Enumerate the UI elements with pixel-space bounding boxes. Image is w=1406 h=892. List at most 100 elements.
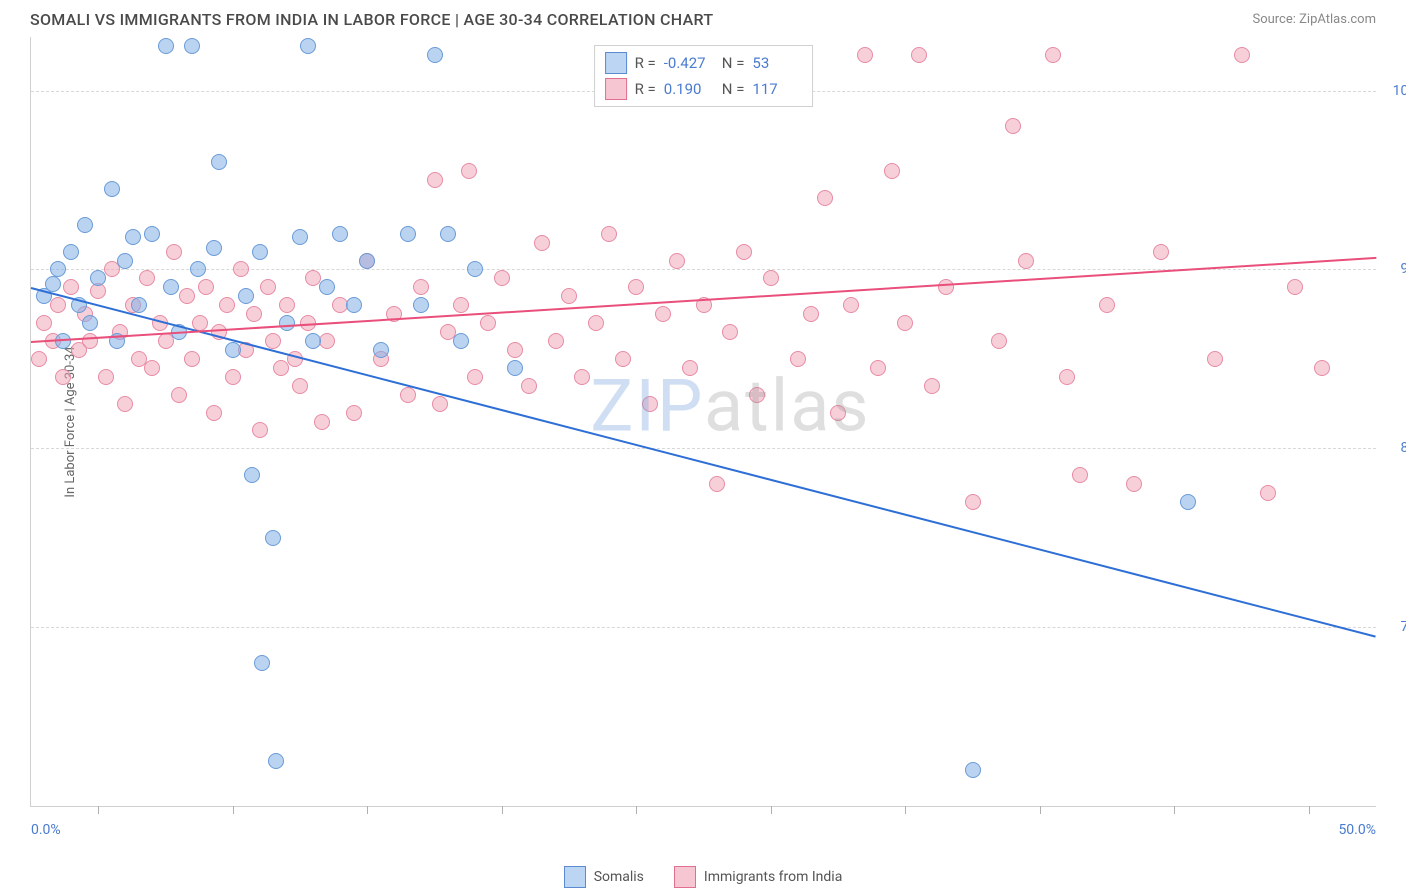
stat-n-somalis: 53	[752, 54, 802, 72]
scatter-point-somalis	[332, 226, 348, 242]
xtick	[502, 806, 503, 814]
chart-area: In Labor Force | Age 30-34 100.0%90.0%80…	[30, 37, 1376, 807]
scatter-point-india	[548, 333, 564, 349]
stat-r-somalis: -0.427	[664, 54, 714, 72]
scatter-point-india	[1018, 253, 1034, 269]
scatter-point-india	[1072, 467, 1088, 483]
scatter-point-india	[601, 226, 617, 242]
stat-r-india: 0.190	[664, 80, 714, 98]
scatter-point-india	[292, 378, 308, 394]
trend-line-somalis	[31, 287, 1376, 638]
scatter-point-india	[911, 47, 927, 63]
scatter-point-india	[480, 315, 496, 331]
xtick	[636, 806, 637, 814]
scatter-point-india	[1045, 47, 1061, 63]
legend-item-somalis: Somalis	[564, 866, 644, 888]
xtick	[1174, 806, 1175, 814]
scatter-point-india	[198, 279, 214, 295]
scatter-point-india	[1234, 47, 1250, 63]
scatter-point-india	[830, 405, 846, 421]
xtick	[1309, 806, 1310, 814]
scatter-point-india	[246, 306, 262, 322]
scatter-point-india	[453, 297, 469, 313]
scatter-point-somalis	[82, 315, 98, 331]
xtick	[1040, 806, 1041, 814]
scatter-point-somalis	[254, 655, 270, 671]
legend-swatch-somalis	[564, 866, 586, 888]
scatter-point-india	[709, 476, 725, 492]
stat-label-n: N =	[722, 54, 745, 72]
scatter-point-india	[1126, 476, 1142, 492]
scatter-point-somalis	[265, 530, 281, 546]
scatter-point-india	[427, 172, 443, 188]
scatter-point-india	[225, 369, 241, 385]
scatter-point-india	[432, 396, 448, 412]
scatter-point-india	[790, 351, 806, 367]
scatter-point-india	[736, 244, 752, 260]
scatter-point-india	[461, 163, 477, 179]
scatter-point-somalis	[244, 467, 260, 483]
stat-label-r: R =	[635, 80, 656, 98]
scatter-point-india	[1314, 360, 1330, 376]
scatter-point-somalis	[346, 297, 362, 313]
legend-swatch-india	[674, 866, 696, 888]
legend: Somalis Immigrants from India	[0, 866, 1406, 888]
stat-label-r: R =	[635, 54, 656, 72]
xtick	[233, 806, 234, 814]
scatter-point-somalis	[268, 753, 284, 769]
scatter-point-india	[55, 369, 71, 385]
xtick	[905, 806, 906, 814]
scatter-point-somalis	[184, 38, 200, 54]
scatter-point-india	[279, 297, 295, 313]
scatter-point-india	[1260, 485, 1276, 501]
scatter-point-somalis	[292, 229, 308, 245]
scatter-point-somalis	[125, 229, 141, 245]
plot-region: 100.0%90.0%80.0%70.0%0.0%50.0%	[31, 37, 1376, 806]
scatter-point-india	[184, 351, 200, 367]
xtick	[98, 806, 99, 814]
scatter-point-india	[400, 387, 416, 403]
scatter-point-india	[206, 405, 222, 421]
scatter-point-india	[82, 333, 98, 349]
ytick-label: 80.0%	[1400, 440, 1406, 456]
scatter-point-india	[31, 351, 47, 367]
scatter-point-somalis	[50, 261, 66, 277]
chart-title: SOMALI VS IMMIGRANTS FROM INDIA IN LABOR…	[30, 10, 713, 29]
legend-label-india: Immigrants from India	[704, 869, 842, 885]
scatter-point-somalis	[965, 762, 981, 778]
scatter-point-india	[507, 342, 523, 358]
scatter-point-somalis	[305, 333, 321, 349]
scatter-point-india	[494, 270, 510, 286]
scatter-point-somalis	[104, 181, 120, 197]
scatter-point-india	[171, 387, 187, 403]
scatter-point-india	[260, 279, 276, 295]
scatter-point-india	[1287, 279, 1303, 295]
scatter-point-india	[139, 270, 155, 286]
scatter-point-somalis	[373, 342, 389, 358]
scatter-point-somalis	[1180, 494, 1196, 510]
legend-item-india: Immigrants from India	[674, 866, 842, 888]
scatter-point-somalis	[319, 279, 335, 295]
ytick-label: 100.0%	[1393, 83, 1406, 99]
scatter-point-somalis	[440, 226, 456, 242]
scatter-point-india	[534, 235, 550, 251]
scatter-point-india	[166, 244, 182, 260]
xtick	[367, 806, 368, 814]
scatter-point-india	[98, 369, 114, 385]
scatter-point-india	[346, 405, 362, 421]
scatter-point-india	[1099, 297, 1115, 313]
scatter-point-somalis	[279, 315, 295, 331]
scatter-point-india	[843, 297, 859, 313]
legend-label-somalis: Somalis	[594, 869, 644, 885]
scatter-point-somalis	[427, 47, 443, 63]
scatter-point-india	[588, 315, 604, 331]
scatter-point-india	[682, 360, 698, 376]
scatter-point-india	[1005, 118, 1021, 134]
stat-n-india: 117	[752, 80, 802, 98]
scatter-point-india	[965, 494, 981, 510]
scatter-point-india	[574, 369, 590, 385]
scatter-point-india	[803, 306, 819, 322]
swatch-somalis	[605, 52, 627, 74]
scatter-point-india	[1153, 244, 1169, 260]
swatch-india	[605, 78, 627, 100]
